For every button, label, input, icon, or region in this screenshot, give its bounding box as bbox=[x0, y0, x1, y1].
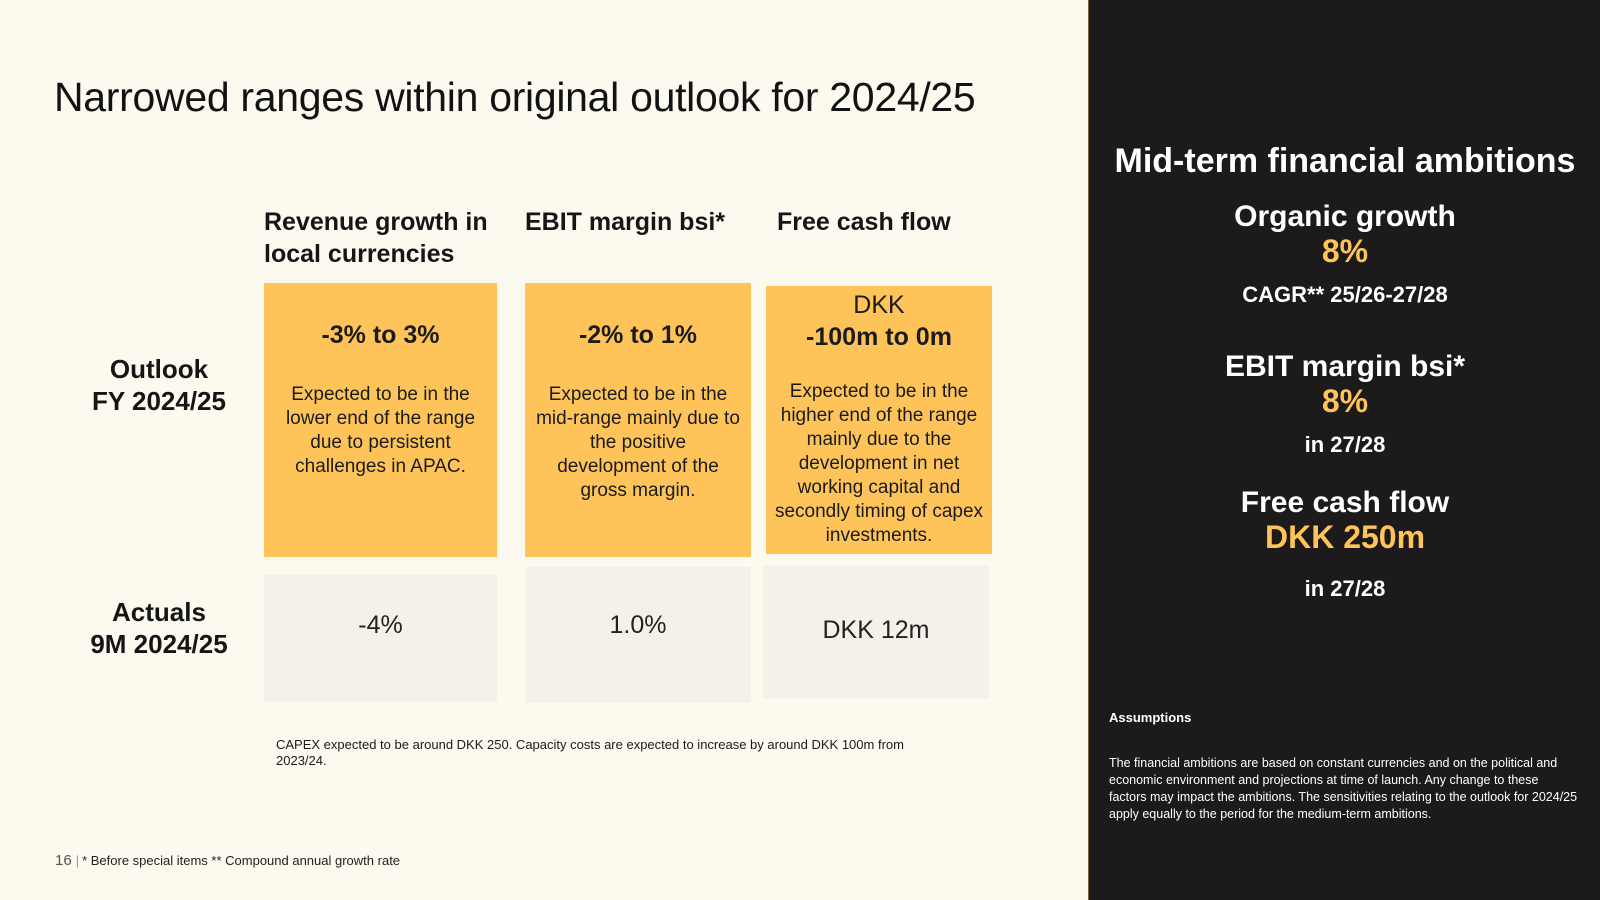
column-header-revenue: Revenue growth in local currencies bbox=[264, 208, 488, 268]
ambition-value: 8% bbox=[1321, 383, 1369, 419]
row-label-outlook-line1: Outlook bbox=[109, 354, 209, 384]
ambition-label: Free cash flow bbox=[1240, 486, 1450, 519]
outlook-range-ebit: -2% to 1% bbox=[578, 321, 698, 349]
actual-value-ebit: 1.0% bbox=[609, 611, 667, 639]
outlook-range-value-fcf: -100m to 0m bbox=[806, 323, 952, 351]
outlook-description-fcf: Expected to be in the higher end of the … bbox=[774, 381, 984, 546]
ambition-sub: in 27/28 bbox=[1304, 432, 1386, 457]
ambitions-title: Mid-term financial ambitions bbox=[1114, 142, 1576, 180]
footer-separator: | bbox=[75, 853, 80, 868]
row-label-actuals-line2: 9M 2024/25 bbox=[90, 629, 228, 659]
outlook-range-fcf: DKK -100m to 0m bbox=[766, 289, 992, 353]
row-label-outlook: Outlook FY 2024/25 bbox=[59, 353, 259, 417]
actual-box-fcf: DKK 12m bbox=[763, 566, 989, 698]
row-label-actuals: Actuals 9M 2024/25 bbox=[59, 596, 259, 660]
outlook-description-ebit: Expected to be in the mid-range mainly d… bbox=[536, 384, 740, 501]
actual-value-fcf: DKK 12m bbox=[822, 616, 930, 644]
outlook-description-revenue: Expected to be in the lower end of the r… bbox=[285, 384, 476, 477]
actual-box-ebit: 1.0% bbox=[525, 567, 751, 703]
row-label-outlook-line2: FY 2024/25 bbox=[92, 386, 226, 416]
ambition-label: EBIT margin bsi* bbox=[1224, 350, 1466, 383]
ambition-value: DKK 250m bbox=[1264, 519, 1426, 555]
actual-box-revenue: -4% bbox=[264, 575, 497, 702]
outlook-box-revenue: -3% to 3% Expected to be in the lower en… bbox=[264, 283, 497, 557]
ambition-label: Organic growth bbox=[1234, 200, 1456, 233]
actual-value-revenue: -4% bbox=[358, 611, 403, 639]
assumptions-text: The financial ambitions are based on con… bbox=[1109, 756, 1578, 821]
ambitions-panel: Mid-term financial ambitions Organic gro… bbox=[1088, 0, 1600, 900]
ambition-ebit-margin: EBIT margin bsi* 8% in 27/28 bbox=[1089, 350, 1600, 458]
capex-note: CAPEX expected to be around DKK 250. Cap… bbox=[276, 737, 904, 768]
ambition-free-cash-flow: Free cash flow DKK 250m in 27/28 bbox=[1089, 486, 1600, 602]
ambition-sub: in 27/28 bbox=[1304, 576, 1386, 601]
column-header-fcf: Free cash flow bbox=[777, 208, 951, 236]
ambition-organic-growth: Organic growth 8% CAGR** 25/26-27/28 bbox=[1089, 200, 1600, 308]
outlook-box-ebit: -2% to 1% Expected to be in the mid-rang… bbox=[525, 283, 751, 557]
column-header-ebit: EBIT margin bsi* bbox=[525, 208, 726, 236]
page-title: Narrowed ranges within original outlook … bbox=[54, 74, 976, 120]
row-label-actuals-line1: Actuals bbox=[112, 597, 206, 627]
outlook-box-fcf: DKK -100m to 0m Expected to be in the hi… bbox=[766, 286, 992, 554]
ambition-sub: CAGR** 25/26-27/28 bbox=[1242, 282, 1448, 307]
outlook-range-prefix-fcf: DKK bbox=[853, 291, 905, 319]
assumptions-title: Assumptions bbox=[1109, 710, 1192, 725]
page-number: 16 bbox=[55, 852, 72, 869]
outlook-range-revenue: -3% to 3% bbox=[321, 321, 440, 349]
footer: 16 | * Before special items ** Compound an… bbox=[55, 852, 400, 869]
ambition-value: 8% bbox=[1321, 233, 1369, 269]
footnote: * Before special items ** Compound annua… bbox=[82, 853, 401, 868]
